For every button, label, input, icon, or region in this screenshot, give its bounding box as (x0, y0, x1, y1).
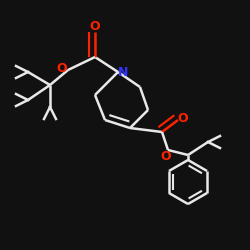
Text: O: O (161, 150, 171, 162)
Text: O: O (57, 62, 67, 74)
Text: N: N (118, 66, 128, 78)
Text: O: O (90, 20, 100, 34)
Text: O: O (178, 112, 188, 124)
